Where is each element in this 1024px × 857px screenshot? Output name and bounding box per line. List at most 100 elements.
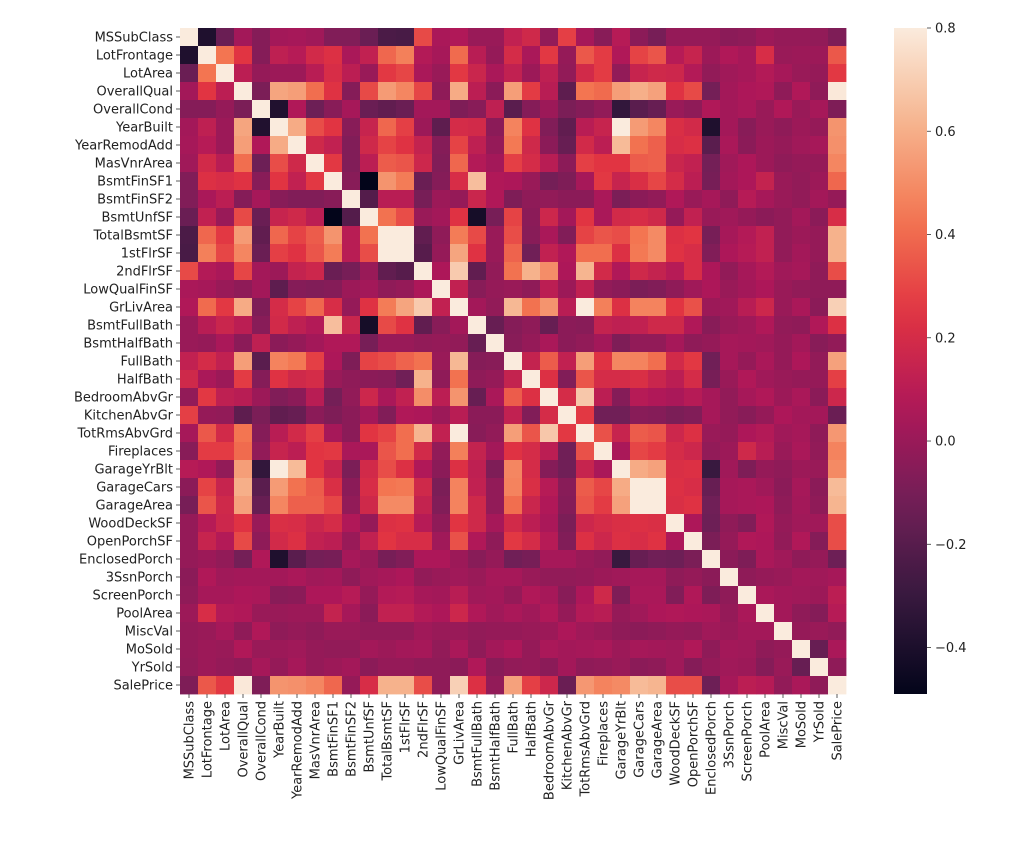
x-tick-label: LotArea (219, 701, 234, 751)
heatmap-cell (450, 208, 469, 227)
heatmap-cell (216, 208, 235, 227)
heatmap-cell (378, 136, 397, 155)
heatmap-cell (756, 334, 775, 353)
heatmap-cell (324, 280, 343, 299)
heatmap-cell (216, 316, 235, 335)
colorbar (894, 28, 927, 694)
heatmap-cell (612, 244, 631, 263)
heatmap-cell (576, 244, 595, 263)
y-tick-label: OverallQual (96, 85, 173, 100)
heatmap-cell (468, 388, 487, 407)
y-tick-label: 2ndFlrSF (116, 265, 173, 280)
heatmap-cell (306, 460, 325, 479)
heatmap-cell (414, 586, 433, 605)
heatmap-cell (396, 118, 415, 137)
heatmap-cell (810, 532, 829, 551)
heatmap-cell (486, 136, 505, 155)
heatmap-cell (198, 136, 217, 155)
heatmap-cell (792, 298, 811, 317)
heatmap-cell (720, 676, 739, 695)
heatmap-cell (594, 514, 613, 533)
heatmap-cell (270, 262, 289, 281)
heatmap-cell (558, 298, 577, 317)
heatmap-cell (414, 478, 433, 497)
heatmap-cell (684, 226, 703, 245)
heatmap-cell (342, 100, 361, 119)
heatmap-cell (720, 496, 739, 515)
heatmap-cell (324, 118, 343, 137)
x-tick-label: YrSold (813, 701, 828, 743)
heatmap-cell (594, 100, 613, 119)
x-tick-label: MSSubClass (183, 701, 198, 780)
heatmap-cell (396, 676, 415, 695)
heatmap-cell (486, 46, 505, 65)
heatmap-cell (216, 532, 235, 551)
heatmap-cell (684, 28, 703, 47)
heatmap-cell (180, 496, 199, 515)
heatmap-cell (522, 46, 541, 65)
heatmap-cell (702, 28, 721, 47)
heatmap-cell (486, 496, 505, 515)
heatmap-cell (720, 172, 739, 191)
heatmap-cell (594, 586, 613, 605)
x-tick-label: OpenPorchSF (687, 701, 702, 787)
x-tick-label: GrLivArea (453, 701, 468, 765)
heatmap-cell (504, 460, 523, 479)
heatmap-cell (342, 82, 361, 101)
heatmap-cell (828, 424, 847, 443)
heatmap-cell (576, 136, 595, 155)
heatmap-cell (522, 118, 541, 137)
heatmap-cell (180, 352, 199, 371)
heatmap-cell (324, 442, 343, 461)
heatmap-cell (414, 46, 433, 65)
heatmap-cell (612, 64, 631, 83)
heatmap-cell (180, 298, 199, 317)
heatmap-cell (612, 370, 631, 389)
heatmap-cell (522, 136, 541, 155)
heatmap-cell (756, 190, 775, 209)
heatmap-cell (414, 352, 433, 371)
heatmap-cell (774, 604, 793, 623)
x-tick-label: FullBath (507, 701, 522, 753)
heatmap-cell (576, 28, 595, 47)
heatmap-cell (252, 658, 271, 677)
heatmap-cell (792, 568, 811, 587)
heatmap-cell (252, 352, 271, 371)
heatmap-cell (594, 262, 613, 281)
heatmap-cell (216, 82, 235, 101)
heatmap-cell (558, 226, 577, 245)
heatmap-cell (576, 64, 595, 83)
heatmap-cell (414, 316, 433, 335)
heatmap-cell (648, 82, 667, 101)
x-tick-label: BsmtHalfBath (489, 701, 504, 791)
heatmap-cell (738, 676, 757, 695)
heatmap-cell (738, 568, 757, 587)
heatmap-cell (810, 406, 829, 425)
heatmap-cell (720, 28, 739, 47)
heatmap-cell (558, 460, 577, 479)
heatmap-cell (630, 424, 649, 443)
heatmap-cell (522, 154, 541, 173)
heatmap-cell (522, 496, 541, 515)
heatmap-cell (378, 244, 397, 263)
heatmap-cell (288, 658, 307, 677)
heatmap-cell (666, 280, 685, 299)
heatmap-cell (540, 352, 559, 371)
heatmap-cell (252, 136, 271, 155)
heatmap-cell (252, 532, 271, 551)
heatmap-cell (288, 280, 307, 299)
heatmap-cell (594, 136, 613, 155)
heatmap-cell (558, 28, 577, 47)
heatmap-cell (630, 334, 649, 353)
heatmap-cell (792, 100, 811, 119)
heatmap-cell (648, 478, 667, 497)
heatmap-cell (522, 532, 541, 551)
heatmap-cell (558, 568, 577, 587)
heatmap-cell (198, 550, 217, 569)
heatmap-cell (486, 586, 505, 605)
heatmap-cell (450, 442, 469, 461)
heatmap-cell (720, 262, 739, 281)
heatmap-cell (252, 388, 271, 407)
heatmap-cell (216, 586, 235, 605)
heatmap-cell (756, 622, 775, 641)
